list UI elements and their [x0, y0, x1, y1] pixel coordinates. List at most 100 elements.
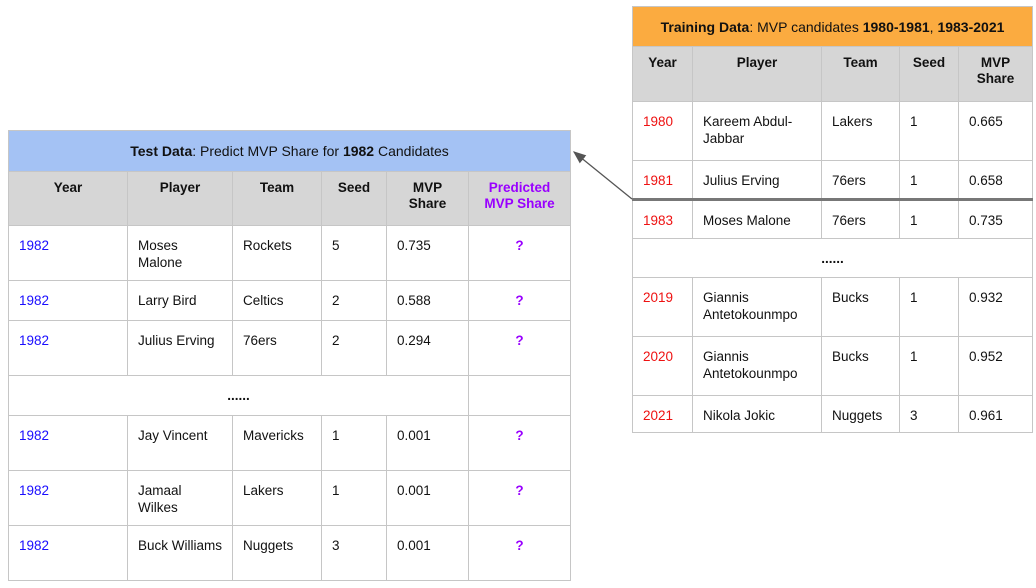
test-table-title: Test Data: Predict MVP Share for 1982 Ca… [7, 130, 572, 172]
year-cell: 1982 [8, 320, 128, 376]
column-header: MVP Share [957, 46, 1034, 102]
seed-cell: 1 [899, 101, 959, 161]
seed-cell: 2 [321, 320, 387, 376]
train-header-row: Year Player Team Seed MVP Share [632, 46, 1034, 102]
mvp-share-cell: 0.001 [386, 525, 469, 581]
team-cell: Nuggets [821, 395, 900, 433]
mvp-share-cell: 0.001 [386, 470, 469, 526]
mvp-share-cell: 0.735 [386, 225, 469, 281]
year-cell: 1982 [8, 280, 128, 321]
column-header: Player [127, 171, 233, 226]
ellipsis-row: ...... [8, 375, 469, 416]
table-row: 1982 Buck Williams Nuggets 3 0.001? [8, 525, 572, 581]
year-cell: 1981 [632, 160, 693, 201]
test-header-row: Year Player Team Seed MVP Share Predicted MVP… [8, 171, 572, 226]
table-row: 1982 Moses Malone Rockets 5 0.735? [8, 225, 572, 281]
table-row: 1981 Julius Erving 76ers 1 0.658 [632, 160, 1034, 201]
seed-cell: 3 [321, 525, 387, 581]
year-cell: 2020 [632, 336, 693, 396]
table-row: 2019 Giannis Antetokounmpo Bucks 1 0.932 [632, 277, 1034, 337]
year-cell: 1983 [632, 199, 693, 239]
seed-cell: 1 [899, 336, 959, 396]
column-header: Team [821, 46, 900, 102]
year-cell: 1982 [8, 225, 128, 281]
player-cell: Nikola Jokic [692, 395, 822, 433]
team-cell: Lakers [232, 470, 322, 526]
ellipsis-row: ...... [631, 238, 1034, 278]
seed-cell: 2 [321, 280, 387, 321]
mvp-share-cell: 0.001 [386, 415, 469, 471]
seed-cell: 1 [899, 160, 959, 201]
table-row: 1980 Kareem Abdul-Jabbar Lakers 1 0.665 [632, 101, 1034, 161]
mvp-share-cell: 0.932 [957, 277, 1034, 337]
seed-cell: 1 [899, 199, 959, 239]
team-cell: Nuggets [232, 525, 322, 581]
column-header: Year [632, 46, 693, 102]
player-cell: Julius Erving [692, 160, 822, 201]
player-cell: Moses Malone [127, 225, 233, 281]
player-cell: Julius Erving [127, 320, 233, 376]
team-cell: Bucks [821, 336, 900, 396]
team-cell: 76ers [821, 199, 900, 239]
table-row: 2021 Nikola Jokic Nuggets 3 0.961 [632, 395, 1034, 433]
year-cell: 2021 [632, 395, 693, 433]
empty-cell [467, 375, 572, 416]
team-cell: Mavericks [232, 415, 322, 471]
year-cell: 1982 [8, 470, 128, 526]
column-header: MVP Share [386, 171, 469, 226]
year-cell: 1982 [8, 415, 128, 471]
predicted-share-cell: ? [467, 225, 572, 281]
player-cell: Buck Williams [127, 525, 233, 581]
team-cell: 76ers [232, 320, 322, 376]
seed-cell: 5 [321, 225, 387, 281]
test-data-table: Test Data: Predict MVP Share for 1982 Ca… [7, 130, 572, 581]
training-data-table: Training Data: MVP candidates 1980-1981,… [631, 6, 1034, 433]
player-cell: Jay Vincent [127, 415, 233, 471]
year-cell: 1982 [8, 525, 128, 581]
table-row: 1982 Larry Bird Celtics 2 0.588? [8, 280, 572, 321]
seed-cell: 1 [321, 415, 387, 471]
column-header: Year [8, 171, 128, 226]
seed-cell: 1 [321, 470, 387, 526]
arrow-line [572, 151, 633, 200]
team-cell: Rockets [232, 225, 322, 281]
team-cell: 76ers [821, 160, 900, 201]
mvp-share-cell: 0.952 [957, 336, 1034, 396]
column-header: Seed [321, 171, 387, 226]
year-cell: 2019 [632, 277, 693, 337]
mvp-share-cell: 0.294 [386, 320, 469, 376]
mvp-share-cell: 0.588 [386, 280, 469, 321]
team-cell: Bucks [821, 277, 900, 337]
column-header: Player [692, 46, 822, 102]
mvp-share-cell: 0.658 [957, 160, 1034, 201]
table-row: 1982 Jamaal Wilkes Lakers 1 0.001? [8, 470, 572, 526]
predicted-share-cell: ? [467, 280, 572, 321]
predicted-share-cell: ? [467, 415, 572, 471]
player-cell: Kareem Abdul-Jabbar [692, 101, 822, 161]
player-cell: Jamaal Wilkes [127, 470, 233, 526]
mvp-share-cell: 0.961 [957, 395, 1034, 433]
predicted-share-cell: ? [467, 525, 572, 581]
table-row: ...... [8, 375, 572, 416]
player-cell: Giannis Antetokounmpo [692, 336, 822, 396]
mvp-share-cell: 0.665 [957, 101, 1034, 161]
table-row: ...... [631, 238, 1034, 278]
predicted-share-cell: ? [467, 470, 572, 526]
team-cell: Lakers [821, 101, 900, 161]
year-cell: 1980 [632, 101, 693, 161]
mvp-share-cell: 0.735 [957, 199, 1034, 239]
table-row: 1982 Jay Vincent Mavericks 1 0.001? [8, 415, 572, 471]
seed-cell: 3 [899, 395, 959, 433]
column-header: Team [232, 171, 322, 226]
team-cell: Celtics [232, 280, 322, 321]
player-cell: Larry Bird [127, 280, 233, 321]
column-header: Predicted MVP Share [467, 171, 572, 226]
table-row: 1983 Moses Malone 76ers 1 0.735 [632, 199, 1034, 239]
column-header: Seed [899, 46, 959, 102]
table-row: 1982 Julius Erving 76ers 2 0.294? [8, 320, 572, 376]
train-table-title: Training Data: MVP candidates 1980-1981,… [631, 6, 1034, 47]
seed-cell: 1 [899, 277, 959, 337]
player-cell: Moses Malone [692, 199, 822, 239]
predicted-share-cell: ? [467, 320, 572, 376]
